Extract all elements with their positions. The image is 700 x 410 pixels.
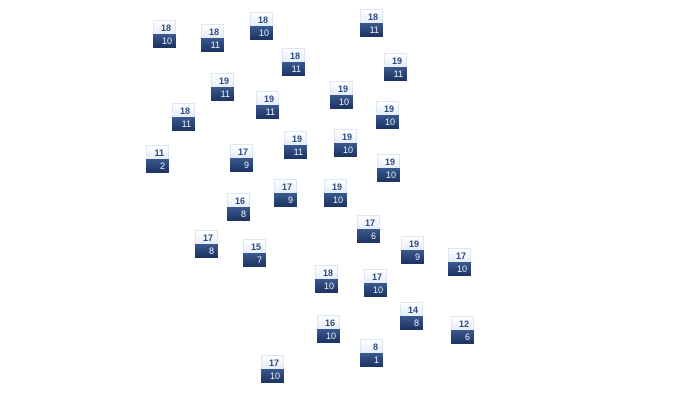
tile[interactable]: 17 10 <box>364 269 387 297</box>
tile-bottom-value: 10 <box>377 168 400 182</box>
tile-top-value: 17 <box>195 230 218 244</box>
tile-top-value: 18 <box>360 9 383 23</box>
tile[interactable]: 17 10 <box>261 355 284 383</box>
tile-top-value: 19 <box>284 131 307 145</box>
tile-top-value: 17 <box>274 179 297 193</box>
tile[interactable]: 17 9 <box>274 179 297 207</box>
tile[interactable]: 16 8 <box>227 193 250 221</box>
tile-bottom-value: 11 <box>172 117 195 131</box>
tile-bottom-value: 2 <box>146 159 169 173</box>
tile-bottom-value: 11 <box>284 145 307 159</box>
tile-bottom-value: 8 <box>400 316 423 330</box>
tile-top-value: 18 <box>201 24 224 38</box>
tile-bottom-value: 8 <box>227 207 250 221</box>
tile[interactable]: 19 11 <box>256 91 279 119</box>
tile[interactable]: 19 11 <box>284 131 307 159</box>
tile[interactable]: 19 11 <box>211 73 234 101</box>
tile[interactable]: 19 9 <box>401 236 424 264</box>
tile[interactable]: 18 11 <box>172 103 195 131</box>
tile-bottom-value: 10 <box>364 283 387 297</box>
tile-bottom-value: 11 <box>201 38 224 52</box>
tile[interactable]: 18 10 <box>250 12 273 40</box>
tile[interactable]: 17 6 <box>357 215 380 243</box>
tile[interactable]: 17 8 <box>195 230 218 258</box>
tile[interactable]: 19 10 <box>376 101 399 129</box>
tile-bottom-value: 1 <box>360 353 383 367</box>
tile-top-value: 19 <box>256 91 279 105</box>
tile-bottom-value: 7 <box>243 253 266 267</box>
tile-bottom-value: 10 <box>153 34 176 48</box>
tile[interactable]: 19 11 <box>384 53 407 81</box>
tile-bottom-value: 10 <box>261 369 284 383</box>
tile[interactable]: 19 10 <box>377 154 400 182</box>
tile[interactable]: 11 2 <box>146 145 169 173</box>
tile-bottom-value: 11 <box>384 67 407 81</box>
tile-bottom-value: 9 <box>401 250 424 264</box>
tile-bottom-value: 11 <box>360 23 383 37</box>
tile-top-value: 19 <box>324 179 347 193</box>
tile-bottom-value: 10 <box>376 115 399 129</box>
tile-bottom-value: 6 <box>357 229 380 243</box>
tile-top-value: 18 <box>282 48 305 62</box>
tile[interactable]: 14 8 <box>400 302 423 330</box>
tile[interactable]: 12 6 <box>451 316 474 344</box>
tile-top-value: 18 <box>250 12 273 26</box>
tile-top-value: 19 <box>330 81 353 95</box>
tile-top-value: 17 <box>357 215 380 229</box>
tile-top-value: 19 <box>377 154 400 168</box>
tile-top-value: 12 <box>451 316 474 330</box>
tile-top-value: 17 <box>448 248 471 262</box>
tile-bottom-value: 9 <box>274 193 297 207</box>
tile-bottom-value: 10 <box>317 329 340 343</box>
tile-top-value: 18 <box>315 265 338 279</box>
tile[interactable]: 17 10 <box>448 248 471 276</box>
tile-bottom-value: 10 <box>250 26 273 40</box>
tile[interactable]: 17 9 <box>230 144 253 172</box>
tile-top-value: 17 <box>230 144 253 158</box>
tile-bottom-value: 9 <box>230 158 253 172</box>
tile-top-value: 16 <box>227 193 250 207</box>
tile[interactable]: 18 11 <box>360 9 383 37</box>
tile[interactable]: 15 7 <box>243 239 266 267</box>
tile-top-value: 14 <box>400 302 423 316</box>
tile-top-value: 17 <box>261 355 284 369</box>
tile-bottom-value: 11 <box>282 62 305 76</box>
tile-bottom-value: 10 <box>315 279 338 293</box>
tile-top-value: 19 <box>384 53 407 67</box>
tile[interactable]: 19 10 <box>324 179 347 207</box>
tile-top-value: 11 <box>146 145 169 159</box>
tile-top-value: 19 <box>401 236 424 250</box>
tile-top-value: 18 <box>172 103 195 117</box>
tile-top-value: 17 <box>364 269 387 283</box>
tile[interactable]: 18 10 <box>153 20 176 48</box>
tile-top-value: 16 <box>317 315 340 329</box>
tile-bottom-value: 10 <box>334 143 357 157</box>
tile-bottom-value: 11 <box>256 105 279 119</box>
tile-bottom-value: 6 <box>451 330 474 344</box>
tile[interactable]: 19 10 <box>330 81 353 109</box>
tile[interactable]: 18 11 <box>201 24 224 52</box>
tile-bottom-value: 10 <box>330 95 353 109</box>
tile-top-value: 19 <box>334 129 357 143</box>
tile-top-value: 15 <box>243 239 266 253</box>
tile[interactable]: 19 10 <box>334 129 357 157</box>
tile-top-value: 8 <box>360 339 383 353</box>
tile-bottom-value: 10 <box>324 193 347 207</box>
tile-bottom-value: 8 <box>195 244 218 258</box>
tile[interactable]: 16 10 <box>317 315 340 343</box>
tile[interactable]: 18 10 <box>315 265 338 293</box>
tile-bottom-value: 10 <box>448 262 471 276</box>
tile-top-value: 18 <box>153 20 176 34</box>
tile-bottom-value: 11 <box>211 87 234 101</box>
tile[interactable]: 18 11 <box>282 48 305 76</box>
tile-top-value: 19 <box>376 101 399 115</box>
tile-top-value: 19 <box>211 73 234 87</box>
